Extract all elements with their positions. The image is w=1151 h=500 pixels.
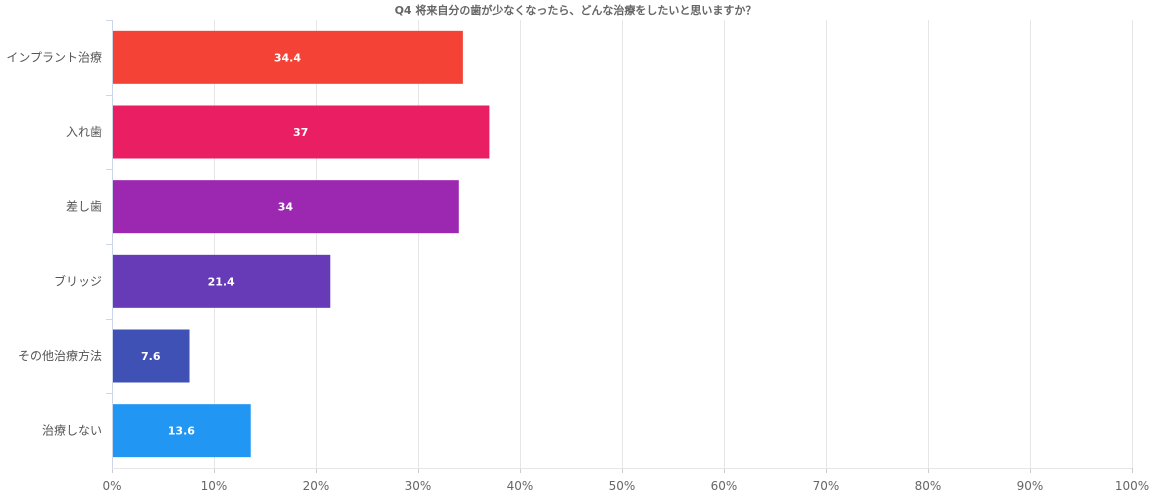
category-label: インプラント治療	[6, 50, 102, 64]
bar	[113, 329, 190, 383]
category-label: 入れ歯	[66, 125, 102, 139]
data-label: 21.4	[208, 275, 235, 288]
x-tick-label: 50%	[609, 479, 636, 493]
grid-lines	[214, 20, 1133, 468]
x-tick-label: 20%	[303, 479, 330, 493]
x-tick-label: 30%	[405, 479, 432, 493]
x-tick-label: 90%	[1017, 479, 1044, 493]
category-label: 差し歯	[66, 200, 102, 214]
data-label: 37	[293, 126, 308, 139]
x-tick-label: 40%	[507, 479, 534, 493]
data-label: 34	[278, 201, 294, 214]
x-tick-label: 100%	[1115, 479, 1149, 493]
bar	[113, 254, 331, 308]
x-tick-label: 10%	[201, 479, 228, 493]
category-label: その他治療方法	[18, 348, 102, 363]
x-tick-label: 0%	[102, 479, 121, 493]
x-tick-label: 70%	[813, 479, 840, 493]
data-label: 7.6	[141, 350, 161, 363]
data-label: 13.6	[168, 425, 195, 438]
axes	[106, 20, 1133, 473]
bar	[113, 30, 463, 84]
bar	[113, 404, 251, 458]
category-label: 治療しない	[42, 424, 102, 438]
data-label: 34.4	[274, 51, 301, 64]
x-tick-label: 80%	[915, 479, 942, 493]
x-tick-label: 60%	[711, 479, 738, 493]
bar	[113, 105, 490, 159]
category-label: ブリッジ	[54, 273, 102, 288]
labels: 0% 10% 20% 30% 40% 50% 60% 70% 80% 90% 100% インプラント治…	[6, 50, 1149, 493]
bars	[113, 30, 490, 458]
bar	[113, 180, 459, 234]
chart-title: Q4 将来自分の歯が少なくなったら、どんな治療をしたいと思いますか？	[394, 4, 757, 17]
